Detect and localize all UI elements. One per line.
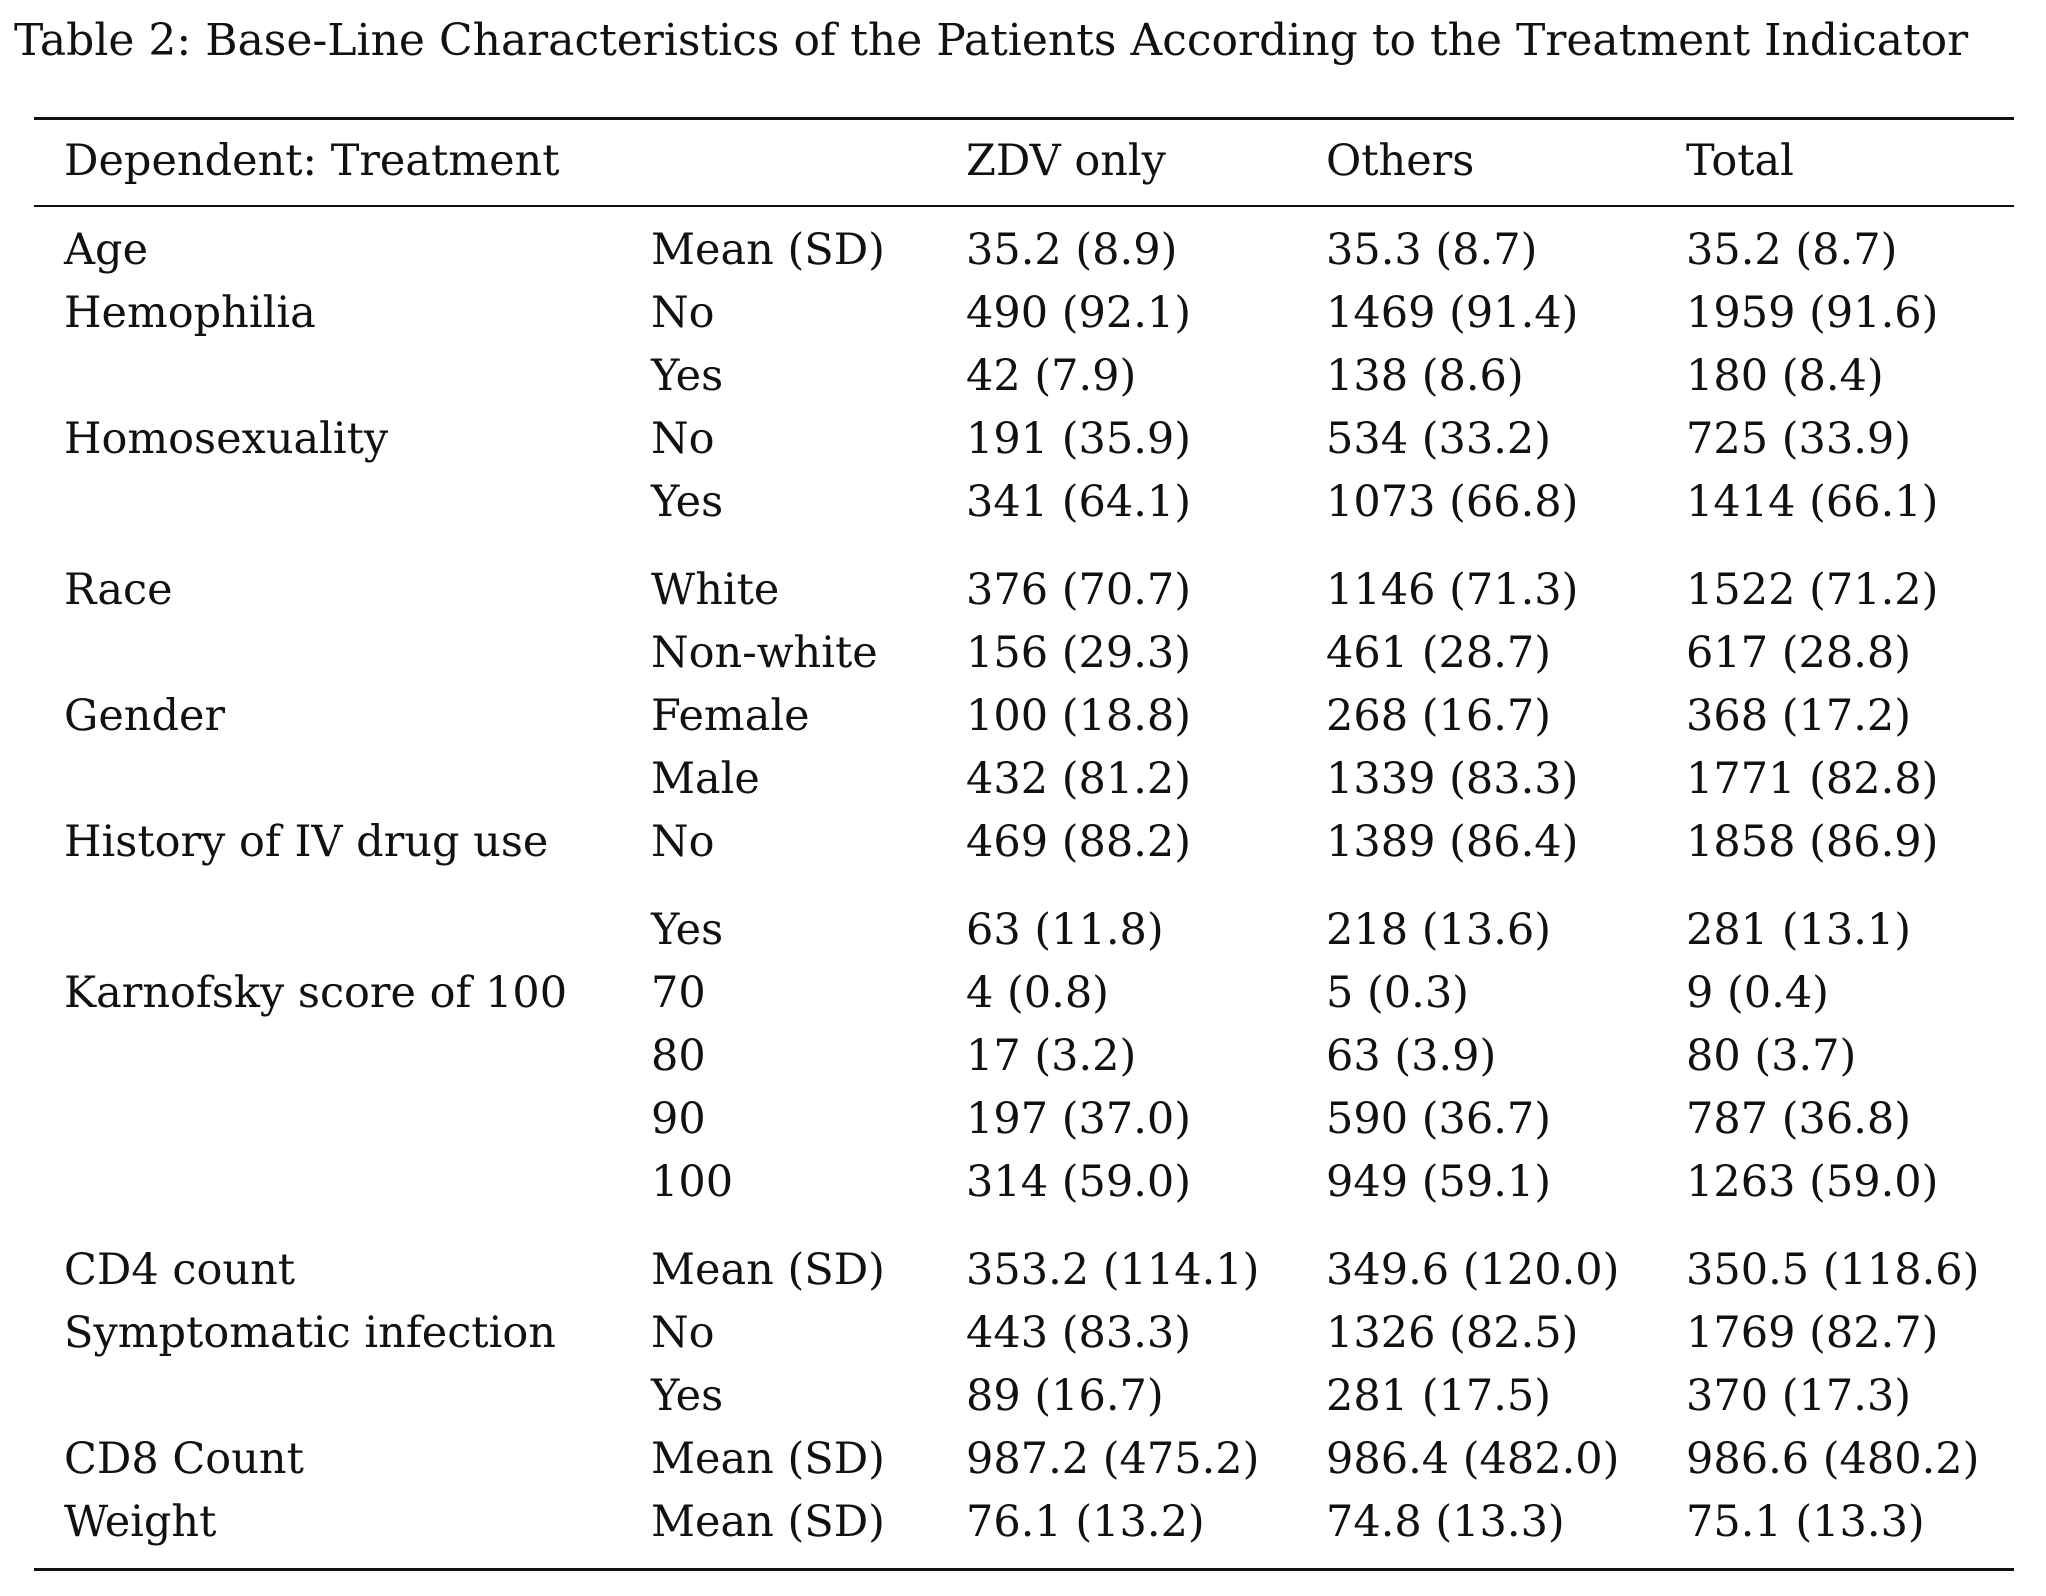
cell-others: 268 (16.7) (1326, 691, 1552, 741)
cell-total: 1769 (82.7) (1686, 1308, 1939, 1358)
cell-level: 80 (651, 1031, 706, 1081)
cell-level: Yes (651, 1371, 724, 1421)
cell-others: 63 (3.9) (1326, 1031, 1497, 1081)
cell-zdv-only: 341 (64.1) (966, 477, 1192, 527)
header-total: Total (1686, 136, 1794, 186)
cell-total: 350.5 (118.6) (1686, 1245, 1980, 1295)
cell-total: 725 (33.9) (1686, 414, 1912, 464)
cell-level: Yes (651, 905, 724, 955)
cell-variable: Age (64, 225, 149, 275)
cell-total: 1522 (71.2) (1686, 565, 1939, 615)
cell-level: Non-white (651, 628, 878, 678)
cell-others: 281 (17.5) (1326, 1371, 1552, 1421)
cell-level: Mean (SD) (651, 225, 885, 275)
cell-zdv-only: 100 (18.8) (966, 691, 1192, 741)
cell-level: No (651, 288, 715, 338)
cell-others: 461 (28.7) (1326, 628, 1552, 678)
cell-level: No (651, 817, 715, 867)
header-rule (34, 205, 2014, 207)
cell-total: 9 (0.4) (1686, 968, 1829, 1018)
cell-zdv-only: 443 (83.3) (966, 1308, 1192, 1358)
cell-variable: History of IV drug use (64, 817, 549, 867)
cell-others: 1389 (86.4) (1326, 817, 1579, 867)
table-caption: Table 2: Base-Line Characteristics of th… (14, 15, 1969, 66)
cell-zdv-only: 432 (81.2) (966, 754, 1192, 804)
cell-zdv-only: 490 (92.1) (966, 288, 1192, 338)
cell-level: 100 (651, 1157, 734, 1207)
cell-others: 949 (59.1) (1326, 1157, 1552, 1207)
cell-level: White (651, 565, 780, 615)
cell-zdv-only: 17 (3.2) (966, 1031, 1137, 1081)
cell-others: 5 (0.3) (1326, 968, 1469, 1018)
cell-others: 138 (8.6) (1326, 351, 1524, 401)
cell-zdv-only: 314 (59.0) (966, 1157, 1192, 1207)
cell-level: Mean (SD) (651, 1434, 885, 1484)
cell-others: 1339 (83.3) (1326, 754, 1579, 804)
cell-zdv-only: 376 (70.7) (966, 565, 1192, 615)
cell-zdv-only: 63 (11.8) (966, 905, 1164, 955)
cell-others: 218 (13.6) (1326, 905, 1552, 955)
cell-others: 349.6 (120.0) (1326, 1245, 1620, 1295)
bottom-rule (34, 1568, 2014, 1571)
cell-variable: Homosexuality (64, 414, 389, 464)
cell-variable: CD4 count (64, 1245, 296, 1295)
cell-zdv-only: 42 (7.9) (966, 351, 1137, 401)
cell-others: 74.8 (13.3) (1326, 1497, 1565, 1547)
cell-total: 75.1 (13.3) (1686, 1497, 1925, 1547)
cell-zdv-only: 4 (0.8) (966, 968, 1109, 1018)
cell-total: 1771 (82.8) (1686, 754, 1939, 804)
header-others: Others (1326, 136, 1475, 186)
cell-others: 1469 (91.4) (1326, 288, 1579, 338)
cell-level: No (651, 414, 715, 464)
cell-variable: CD8 Count (64, 1434, 304, 1484)
cell-variable: Karnofsky score of 100 (64, 968, 568, 1018)
cell-others: 1326 (82.5) (1326, 1308, 1579, 1358)
cell-zdv-only: 191 (35.9) (966, 414, 1192, 464)
cell-others: 1146 (71.3) (1326, 565, 1579, 615)
cell-total: 1858 (86.9) (1686, 817, 1939, 867)
cell-zdv-only: 469 (88.2) (966, 817, 1192, 867)
cell-others: 35.3 (8.7) (1326, 225, 1538, 275)
cell-level: Male (651, 754, 760, 804)
cell-level: Female (651, 691, 810, 741)
cell-others: 986.4 (482.0) (1326, 1434, 1620, 1484)
cell-level: Mean (SD) (651, 1497, 885, 1547)
cell-level: Yes (651, 477, 724, 527)
cell-others: 590 (36.7) (1326, 1094, 1552, 1144)
cell-level: No (651, 1308, 715, 1358)
cell-others: 1073 (66.8) (1326, 477, 1579, 527)
cell-zdv-only: 353.2 (114.1) (966, 1245, 1260, 1295)
cell-others: 534 (33.2) (1326, 414, 1552, 464)
cell-zdv-only: 89 (16.7) (966, 1371, 1164, 1421)
cell-variable: Race (64, 565, 173, 615)
cell-variable: Weight (64, 1497, 217, 1547)
cell-zdv-only: 156 (29.3) (966, 628, 1192, 678)
top-rule (34, 117, 2014, 120)
cell-total: 1414 (66.1) (1686, 477, 1939, 527)
cell-zdv-only: 35.2 (8.9) (966, 225, 1178, 275)
cell-variable: Symptomatic infection (64, 1308, 556, 1358)
cell-level: Yes (651, 351, 724, 401)
header-dependent: Dependent: Treatment (64, 136, 560, 186)
cell-level: 90 (651, 1094, 706, 1144)
cell-total: 180 (8.4) (1686, 351, 1884, 401)
cell-total: 787 (36.8) (1686, 1094, 1912, 1144)
cell-total: 1959 (91.6) (1686, 288, 1939, 338)
cell-total: 281 (13.1) (1686, 905, 1912, 955)
cell-level: 70 (651, 968, 706, 1018)
header-zdv-only: ZDV only (966, 136, 1166, 186)
cell-zdv-only: 76.1 (13.2) (966, 1497, 1205, 1547)
cell-zdv-only: 197 (37.0) (966, 1094, 1192, 1144)
cell-total: 368 (17.2) (1686, 691, 1912, 741)
cell-variable: Hemophilia (64, 288, 316, 338)
cell-total: 80 (3.7) (1686, 1031, 1857, 1081)
cell-total: 370 (17.3) (1686, 1371, 1912, 1421)
cell-total: 1263 (59.0) (1686, 1157, 1939, 1207)
cell-total: 617 (28.8) (1686, 628, 1912, 678)
cell-total: 35.2 (8.7) (1686, 225, 1898, 275)
cell-level: Mean (SD) (651, 1245, 885, 1295)
cell-variable: Gender (64, 691, 226, 741)
cell-zdv-only: 987.2 (475.2) (966, 1434, 1260, 1484)
cell-total: 986.6 (480.2) (1686, 1434, 1980, 1484)
